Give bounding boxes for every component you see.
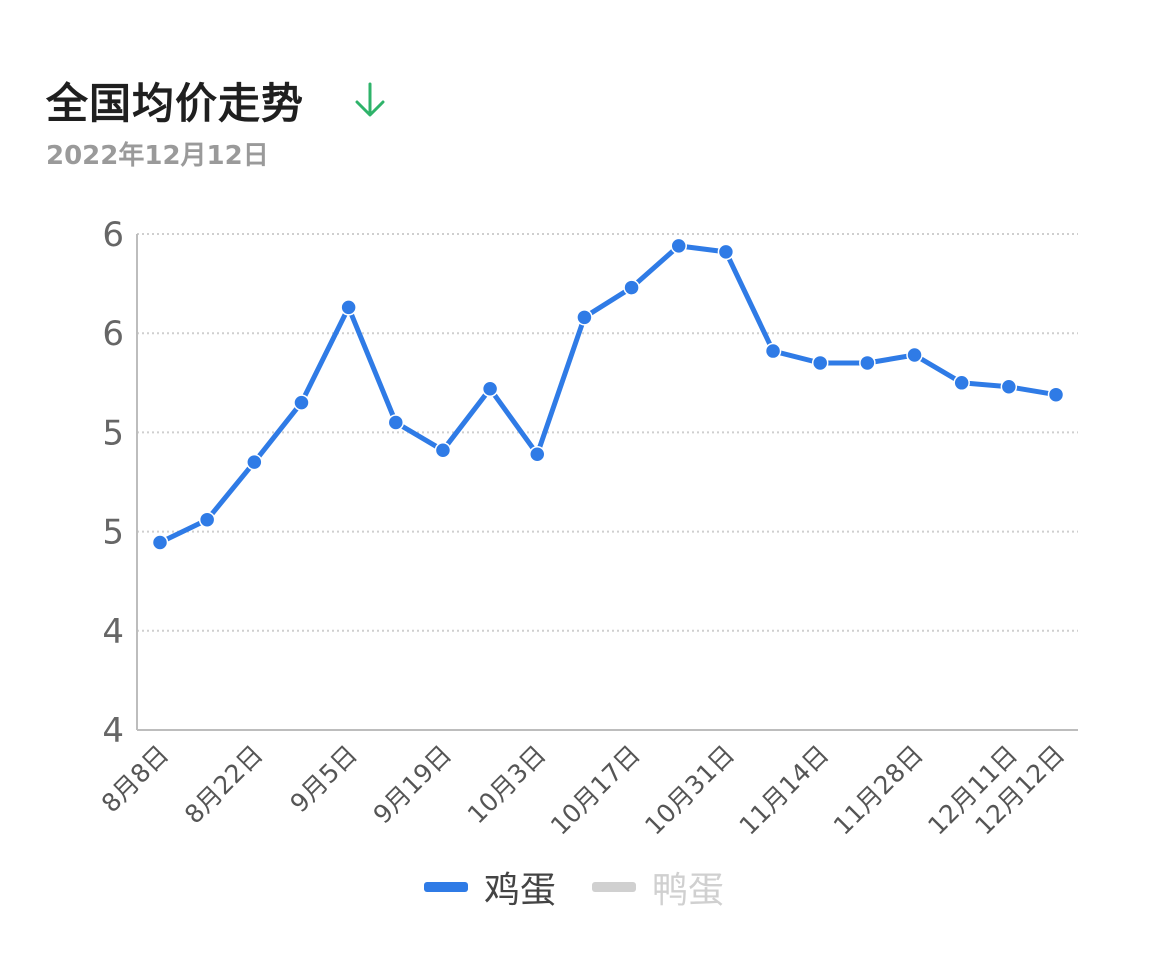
data-point-egg [481,380,499,398]
data-point-egg [1000,378,1018,396]
legend-label-egg: 鸡蛋 [484,870,557,911]
legend-swatch-duck [592,882,636,892]
chart-title: 全国均价走势 [46,79,305,128]
legend-item-duck[interactable]: 鸭蛋 [592,862,724,912]
y-tick-label: 4 [102,612,124,652]
data-point-egg [811,354,829,372]
data-point-egg [859,354,876,372]
data-point-egg [246,453,263,471]
x-tick-label: 8月8日 [96,740,174,818]
x-tick-label: 10月17日 [545,740,646,841]
y-tick-label: 5 [102,513,124,553]
x-tick-label: 9月19日 [368,740,458,830]
x-tick-label: 11月28日 [828,740,929,841]
data-point-egg [387,414,405,431]
line-chart: 4 4 5 5 6 6 8月8日 8月22日 9月5日 9月19日 10月3日10月17日10月31… [96,215,1078,841]
data-point-egg [151,534,169,551]
chart-legend: 鸡蛋 鸭蛋 [0,862,1152,912]
x-tick-label: 9月5日 [285,740,363,818]
arrow-down-icon [355,82,385,117]
chart-date: 2022年12月12日 [46,141,269,171]
data-point-egg [1047,386,1065,403]
data-point-egg [529,445,546,463]
chart-header: 全国均价走势 2022年12月12日 [46,70,385,172]
legend-item-egg[interactable]: 鸡蛋 [424,862,556,912]
y-tick-label: 5 [102,413,124,453]
data-point-egg [576,309,593,326]
data-point-egg [717,243,735,261]
x-tick-label: 10月3日 [462,740,552,830]
data-point-egg [293,394,310,411]
y-tick-label: 4 [102,711,124,751]
data-point-egg [764,342,782,360]
legend-swatch-egg [424,882,468,892]
x-tick-label: 8月22日 [179,740,269,830]
y-tick-label: 6 [102,215,124,255]
series-line-egg [157,243,1059,545]
data-point-egg [340,299,357,316]
data-point-egg [623,279,640,296]
data-point-egg [670,237,687,255]
y-tick-label: 6 [102,314,124,354]
x-tick-label: 10月31日 [639,740,740,841]
data-point-egg [434,442,452,459]
data-point-egg [906,346,923,364]
legend-label-duck: 鸭蛋 [652,870,725,911]
data-point-egg [198,511,216,528]
x-tick-label: 11月14日 [734,740,835,841]
data-point-egg [953,374,970,392]
